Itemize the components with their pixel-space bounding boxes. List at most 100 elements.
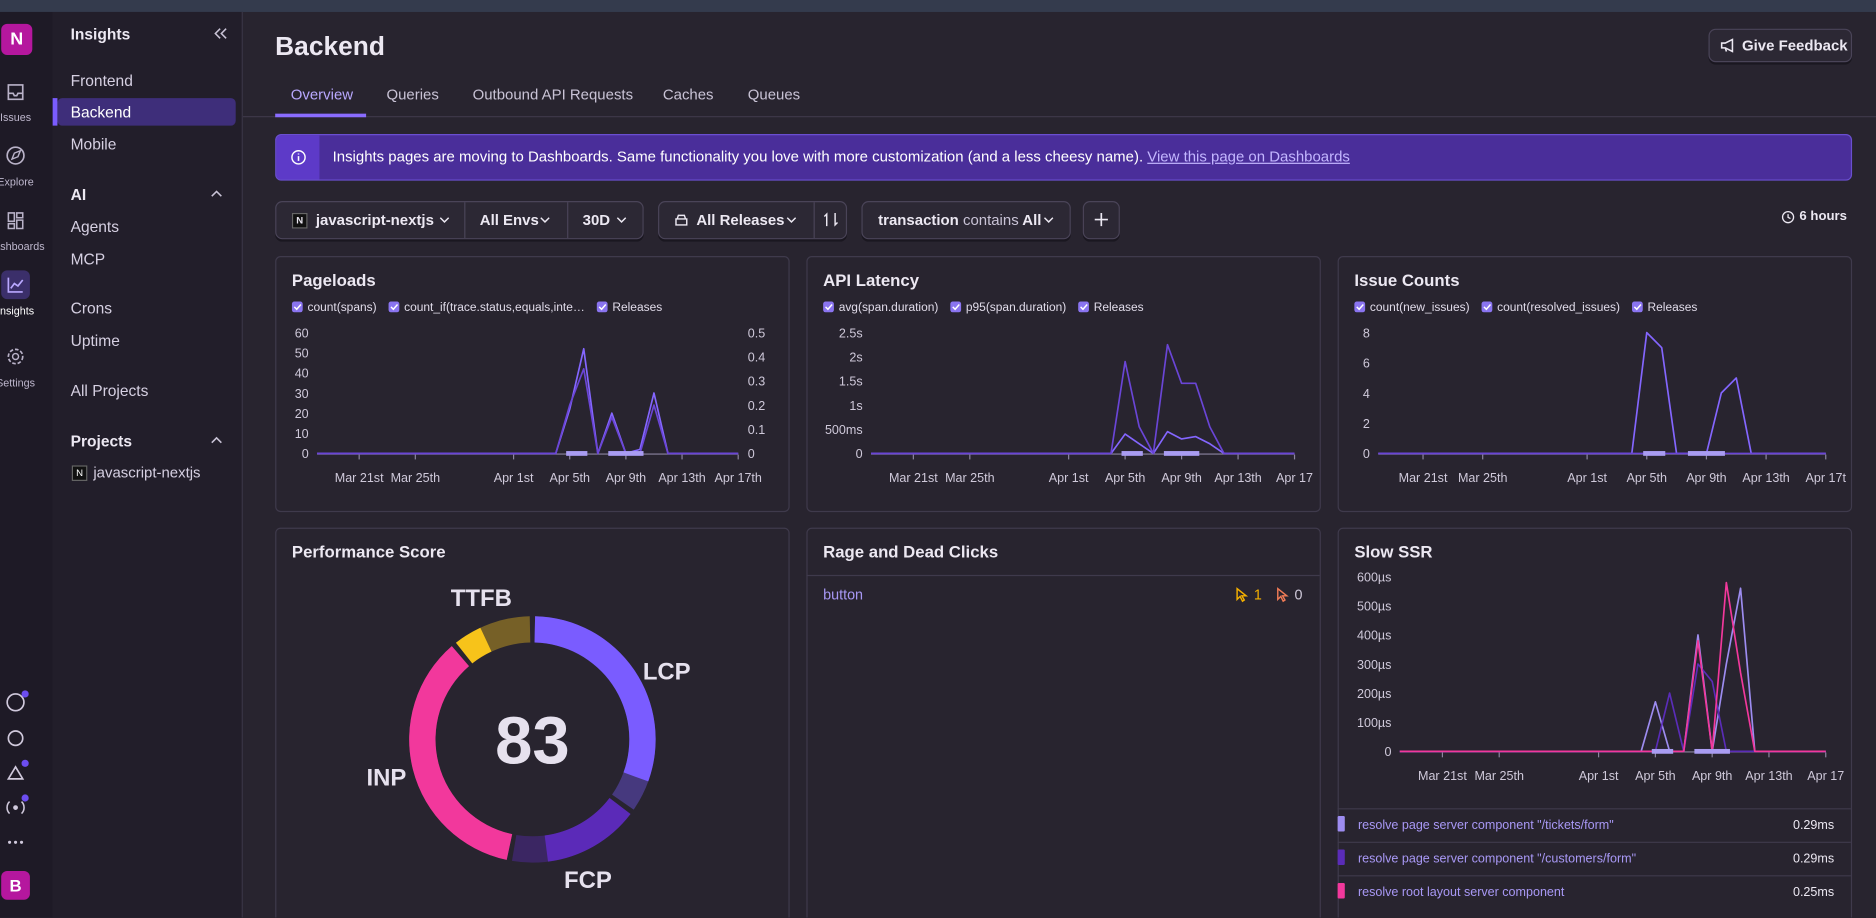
- legend-label: Releases: [612, 300, 662, 314]
- y-tick-label: 0: [856, 447, 863, 461]
- y-tick-label: 0: [1363, 447, 1370, 461]
- x-tick-label: Mar 21st: [1418, 769, 1467, 783]
- y2-tick-label: 0.3: [748, 375, 765, 389]
- series-line: [1400, 583, 1826, 752]
- y-tick-label: 500ms: [825, 423, 863, 437]
- y-tick-label: 2: [1363, 417, 1370, 431]
- x-tick-label: Apr 9th: [606, 471, 646, 485]
- y-tick-label: 60: [295, 326, 309, 340]
- x-tick-label: Apr 13th: [1745, 769, 1792, 783]
- legend-label: Releases: [1094, 300, 1144, 314]
- legend-checkbox: [823, 302, 834, 313]
- element-name: button: [823, 587, 863, 603]
- legend-label: avg(span.duration): [839, 300, 939, 314]
- series-line: [317, 349, 738, 454]
- x-tick-label: Apr 5th: [1635, 769, 1675, 783]
- series-line: [1400, 588, 1826, 751]
- y-tick-label: 2s: [849, 351, 862, 365]
- row-color: [1338, 816, 1345, 832]
- y-tick-label: 50: [295, 347, 309, 361]
- legend-checkbox: [389, 302, 400, 313]
- legend-label: p95(span.duration): [966, 300, 1066, 314]
- x-tick-label: Mar 25th: [945, 471, 995, 485]
- row-value: 0.29ms: [1793, 818, 1834, 832]
- legend-label: Releases: [1648, 300, 1698, 314]
- release-marker: [1688, 451, 1725, 456]
- y-tick-label: 8: [1363, 326, 1370, 340]
- y-tick-label: 100µs: [1357, 716, 1391, 730]
- y-tick-label: 0: [302, 447, 309, 461]
- series-line: [1400, 664, 1826, 751]
- row-value: 0.29ms: [1793, 852, 1834, 866]
- widget-title: Pageloads: [292, 271, 376, 290]
- x-tick-label: Apr 5th: [1105, 471, 1145, 485]
- y-tick-label: 600µs: [1357, 570, 1391, 584]
- segment-label: TTFB: [451, 585, 512, 612]
- y-tick-label: 200µs: [1357, 687, 1391, 701]
- segment-label: FCP: [564, 867, 612, 894]
- release-marker: [1164, 451, 1199, 456]
- x-tick-label: Apr 17t: [1806, 471, 1847, 485]
- release-marker: [1694, 749, 1730, 754]
- widget-title: Issue Counts: [1354, 271, 1459, 290]
- row-color: [1338, 883, 1345, 899]
- widget-title: Slow SSR: [1354, 543, 1432, 562]
- x-tick-label: Apr 13th: [1742, 471, 1789, 485]
- y-tick-label: 0: [1384, 745, 1391, 759]
- release-marker: [1652, 749, 1673, 754]
- y-tick-label: 40: [295, 367, 309, 381]
- x-tick-label: Apr 5th: [1627, 471, 1667, 485]
- dead-icon: [1278, 589, 1287, 602]
- y2-tick-label: 0.2: [748, 399, 765, 413]
- segment-label: LCP: [643, 658, 691, 685]
- series-line: [871, 345, 1295, 454]
- x-tick-label: Mar 25th: [1474, 769, 1524, 783]
- y-tick-label: 10: [295, 427, 309, 441]
- y2-tick-label: 0.4: [748, 351, 765, 365]
- x-tick-label: Apr 17: [1276, 471, 1313, 485]
- legend-checkbox: [1482, 302, 1493, 313]
- widget-title: Performance Score: [292, 543, 446, 562]
- score-arc: [545, 798, 631, 862]
- legend-checkbox: [1354, 302, 1365, 313]
- series-line: [317, 369, 738, 454]
- x-tick-label: Apr 1st: [494, 471, 534, 485]
- x-tick-label: Mar 21st: [1399, 471, 1448, 485]
- y2-tick-label: 0.5: [748, 326, 765, 340]
- y2-tick-label: 0.1: [748, 423, 765, 437]
- y-tick-label: 2.5s: [839, 326, 863, 340]
- row-color: [1338, 849, 1345, 865]
- x-tick-label: Apr 5th: [550, 471, 590, 485]
- legend-checkbox: [292, 302, 303, 313]
- legend-checkbox: [597, 302, 608, 313]
- release-marker: [1122, 451, 1143, 456]
- release-marker: [1643, 451, 1665, 456]
- y-tick-label: 500µs: [1357, 600, 1391, 614]
- dead-count: 0: [1295, 587, 1303, 603]
- series-line: [1378, 333, 1825, 454]
- x-tick-label: Apr 1st: [1579, 769, 1619, 783]
- legend-checkbox: [950, 302, 961, 313]
- legend-label: count(spans): [307, 300, 376, 314]
- row-value: 0.25ms: [1793, 885, 1834, 899]
- segment-label: INP: [366, 764, 406, 791]
- x-tick-label: Apr 9th: [1692, 769, 1732, 783]
- row-name: resolve page server component "/customer…: [1358, 852, 1636, 866]
- y-tick-label: 20: [295, 407, 309, 421]
- rage-count: 1: [1254, 587, 1262, 603]
- legend-checkbox: [1632, 302, 1643, 313]
- legend-label: count(resolved_issues): [1497, 300, 1620, 314]
- row-name: resolve root layout server component: [1358, 885, 1565, 899]
- widget-panel: [807, 528, 1320, 917]
- x-tick-label: Apr 9th: [1686, 471, 1726, 485]
- y-tick-label: 400µs: [1357, 629, 1391, 643]
- x-tick-label: Apr 9th: [1161, 471, 1201, 485]
- score-value: 83: [495, 703, 570, 778]
- x-tick-label: Apr 1st: [1567, 471, 1607, 485]
- x-tick-label: Apr 13th: [658, 471, 705, 485]
- x-tick-label: Mar 21st: [889, 471, 938, 485]
